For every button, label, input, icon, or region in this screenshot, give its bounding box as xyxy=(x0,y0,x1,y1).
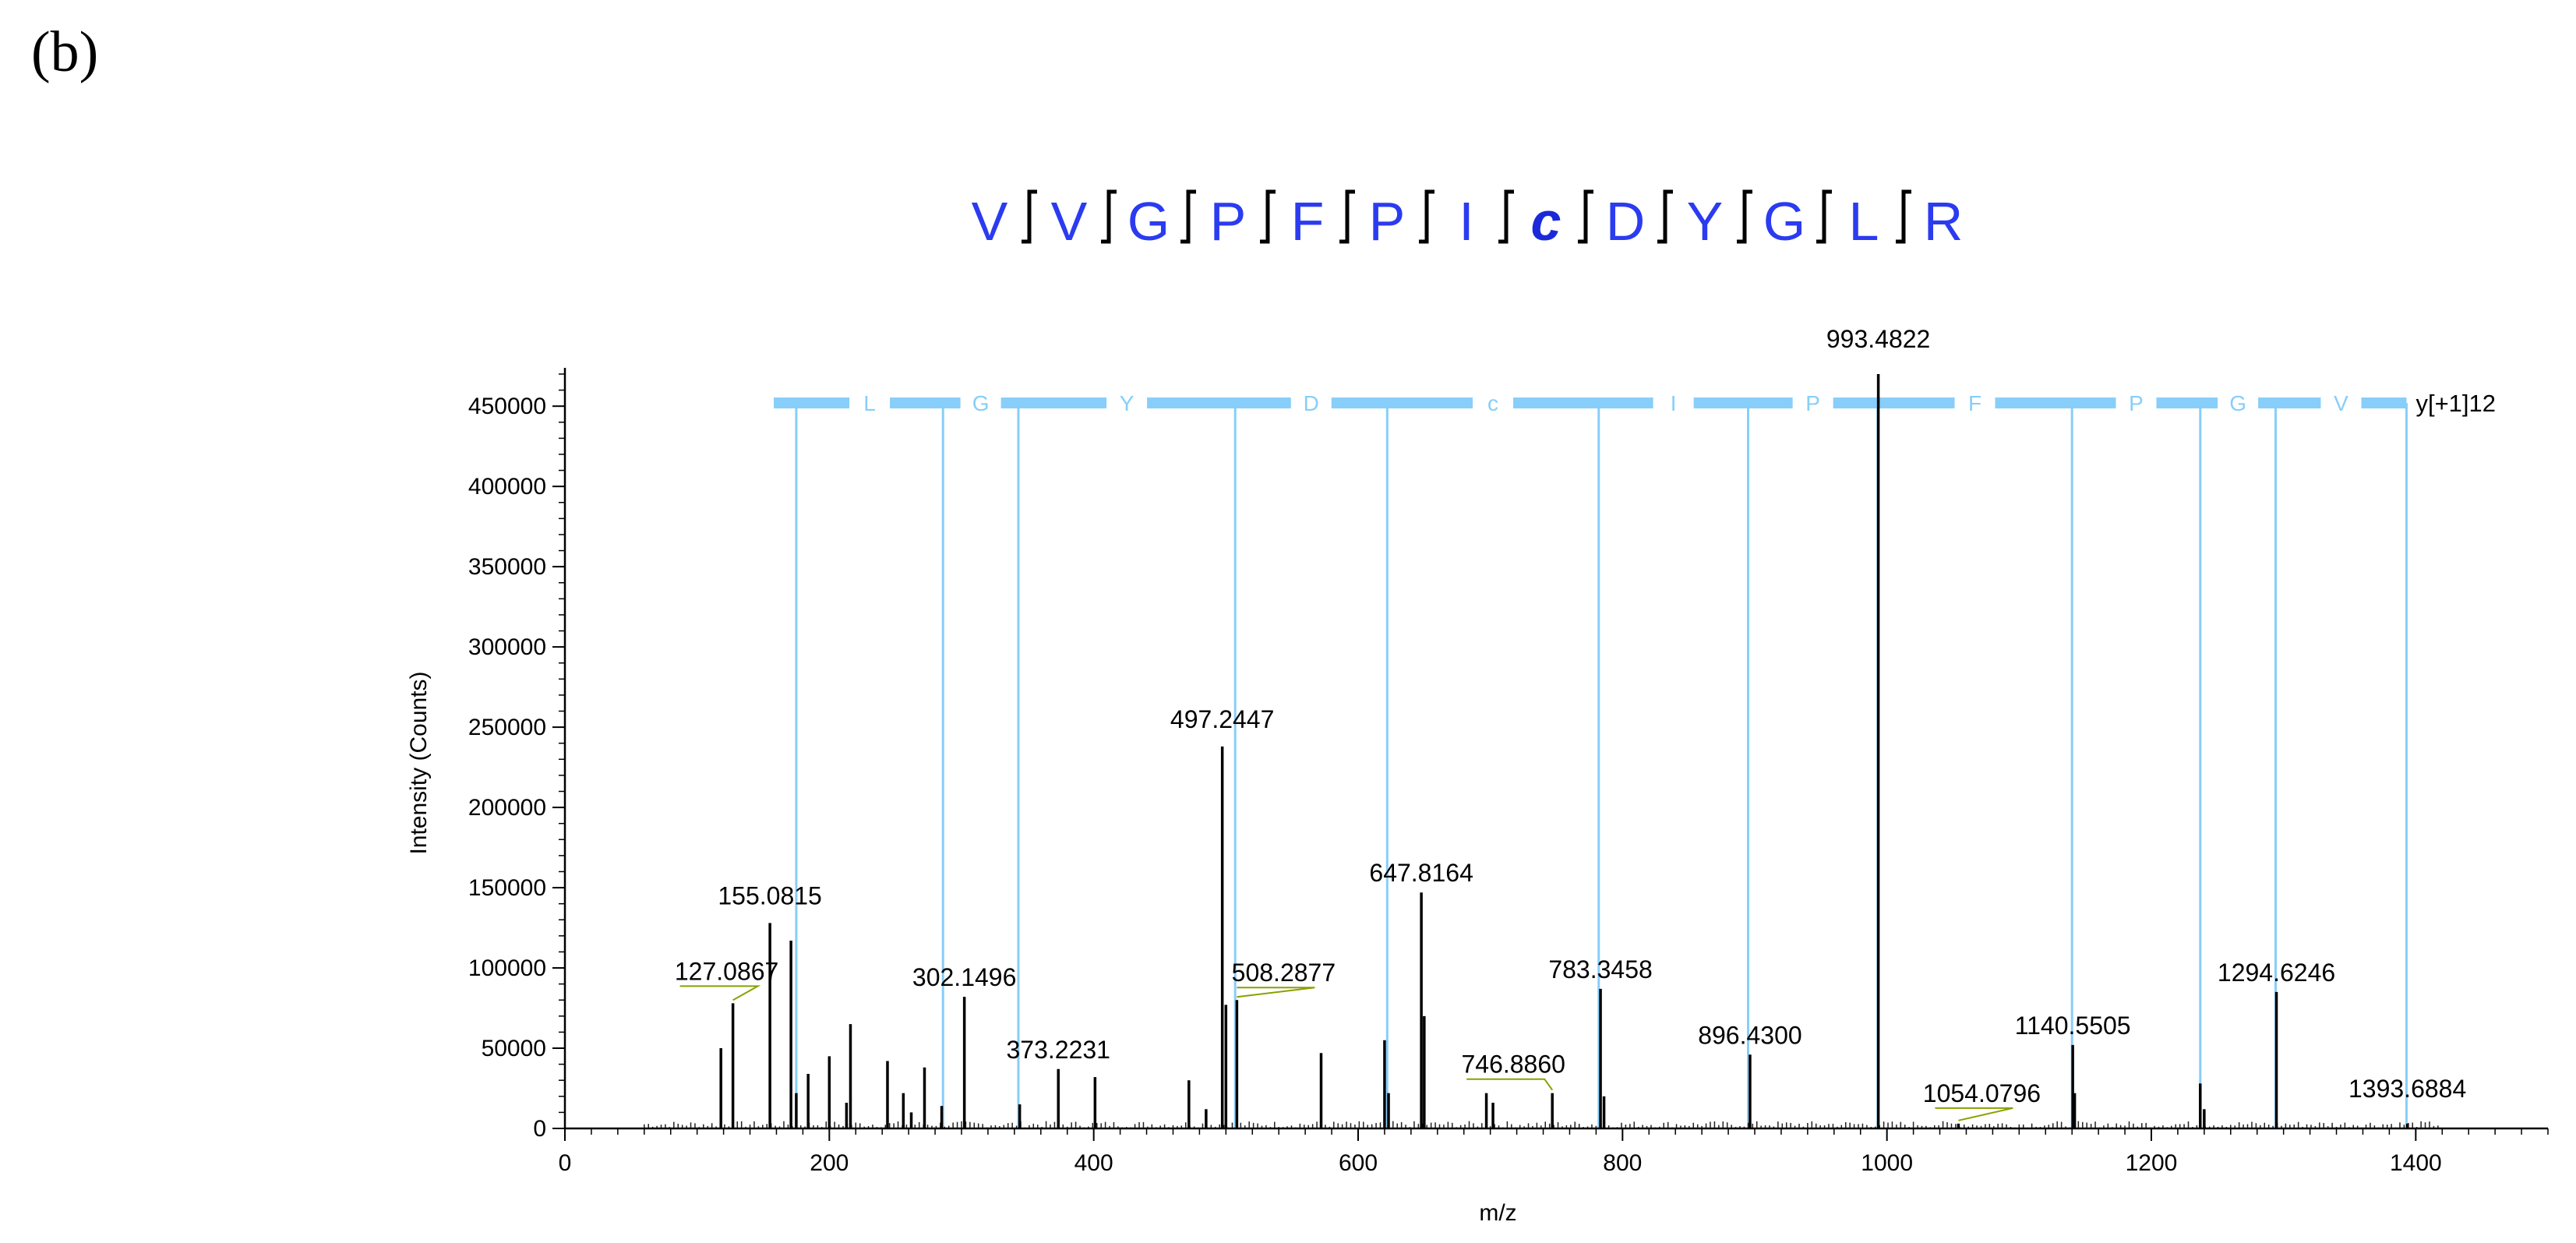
peak-label: 302.1496 xyxy=(912,963,1016,991)
x-tick-label: 200 xyxy=(810,1150,849,1176)
panel-label: (b) xyxy=(31,20,99,84)
ladder-gap xyxy=(1290,389,1332,418)
peak-label: 497.2447 xyxy=(1170,705,1274,733)
sequence-residue: c xyxy=(1531,191,1561,252)
ladder-residue: G xyxy=(972,391,990,415)
ladder-gap xyxy=(1653,389,1694,418)
x-axis-label: m/z xyxy=(1479,1200,1516,1226)
sequence-residue: G xyxy=(1127,191,1170,252)
ladder-residue: P xyxy=(1805,391,1820,415)
y-axis-label: Intensity (Counts) xyxy=(406,671,432,854)
y-tick-label: 100000 xyxy=(468,955,546,981)
sequence-residue: G xyxy=(1763,191,1805,252)
y-tick-label: 350000 xyxy=(468,554,546,580)
cleavage-bracket xyxy=(1101,189,1117,244)
ladder-residue: L xyxy=(863,391,876,415)
peak-label-leader xyxy=(1935,1107,2013,1121)
x-tick-label: 1000 xyxy=(1861,1150,1913,1176)
peak-label: 1054.0796 xyxy=(1923,1079,2041,1107)
y-tick-label: 200000 xyxy=(468,795,546,821)
ladder-gap xyxy=(2218,389,2259,418)
sequence-residue: V xyxy=(972,191,1008,252)
ladder-residue: Y xyxy=(1120,391,1134,415)
y-tick-label: 400000 xyxy=(468,474,546,500)
sequence-residue: P xyxy=(1369,191,1406,252)
ladder-series-label: y[+1]12 xyxy=(2415,390,2496,417)
peak-label: 373.2231 xyxy=(1007,1036,1110,1064)
ladder-gap xyxy=(2320,389,2362,418)
ladder-gap xyxy=(849,389,891,418)
ladder-residue: D xyxy=(1304,391,1319,415)
peak-label: 746.8860 xyxy=(1461,1051,1565,1079)
cleavage-bracket xyxy=(1737,189,1752,244)
peak-label: 783.3458 xyxy=(1548,955,1652,983)
cleavage-bracket xyxy=(1896,189,1911,244)
cleavage-bracket xyxy=(1260,189,1276,244)
cleavage-bracket xyxy=(1419,189,1434,244)
peaks xyxy=(644,374,2439,1128)
y-tick-label: 300000 xyxy=(468,634,546,660)
peak-labels: 127.0867 155.0815 302.1496 373.2231 497.2447… xyxy=(675,325,2466,1121)
cleavage-bracket xyxy=(1816,189,1832,244)
ladder-gap xyxy=(1792,389,1833,418)
x-tick-label: 0 xyxy=(559,1150,572,1176)
peak-label: 127.0867 xyxy=(675,957,778,985)
sequence-residue: D xyxy=(1606,191,1646,252)
y-tick-label: 50000 xyxy=(482,1036,546,1061)
cleavage-bracket xyxy=(1498,189,1514,244)
sequence-residue: R xyxy=(1924,191,1964,252)
x-tick-label: 400 xyxy=(1075,1150,1113,1176)
ladder-gap xyxy=(1954,389,1996,418)
ladder-residue: F xyxy=(1968,391,1981,415)
sequence-residue: Y xyxy=(1687,191,1724,252)
y-tick-label: 250000 xyxy=(468,715,546,740)
peak-label: 1294.6246 xyxy=(2218,959,2335,987)
y-tick-label: 0 xyxy=(533,1116,546,1142)
peak-label: 1393.6884 xyxy=(2348,1075,2466,1103)
ladder-residue: G xyxy=(2229,391,2246,415)
peak-label: 508.2877 xyxy=(1232,959,1336,987)
x-tick-label: 800 xyxy=(1603,1150,1642,1176)
ladder-residue: c xyxy=(1487,391,1498,415)
ladder-gap xyxy=(1106,389,1148,418)
ladder-gap xyxy=(2115,389,2157,418)
peak-label: 647.8164 xyxy=(1369,859,1473,887)
ladder-residue: V xyxy=(2334,391,2348,415)
peak-label: 896.4300 xyxy=(1698,1021,1801,1049)
cleavage-bracket xyxy=(1578,189,1593,244)
ladder-residue: I xyxy=(1671,391,1677,415)
peak-label: 155.0815 xyxy=(718,881,821,909)
peak-label-leader xyxy=(679,985,761,1001)
peak-label: 1140.5505 xyxy=(2015,1012,2131,1040)
axes: 0 50000 100000 150000 200000 250000 300000 3500… xyxy=(406,368,2549,1226)
sequence-residue: P xyxy=(1210,191,1247,252)
sequence-residue: V xyxy=(1051,191,1088,252)
sequence-residue: I xyxy=(1459,191,1473,252)
peak-label-leader xyxy=(1237,987,1315,998)
ladder-gap xyxy=(960,389,1001,418)
peak-label-leader xyxy=(1466,1078,1554,1091)
sequence-residue: L xyxy=(1849,191,1879,252)
peak-label: 993.4822 xyxy=(1826,325,1930,353)
ladder-bar xyxy=(774,397,2407,409)
cleavage-bracket xyxy=(1339,189,1355,244)
x-tick-label: 1200 xyxy=(2126,1150,2178,1176)
ladder-gap xyxy=(1473,389,1514,418)
x-tick-label: 600 xyxy=(1339,1150,1378,1176)
cleavage-bracket xyxy=(1180,189,1196,244)
y-tick-label: 450000 xyxy=(468,394,546,419)
ladder-residue: P xyxy=(2129,391,2144,415)
sequence-residue: F xyxy=(1291,191,1325,252)
cleavage-bracket xyxy=(1022,189,1037,244)
cleavage-bracket xyxy=(1657,189,1673,244)
y-tick-label: 150000 xyxy=(468,875,546,901)
x-tick-label: 1400 xyxy=(2390,1150,2442,1176)
